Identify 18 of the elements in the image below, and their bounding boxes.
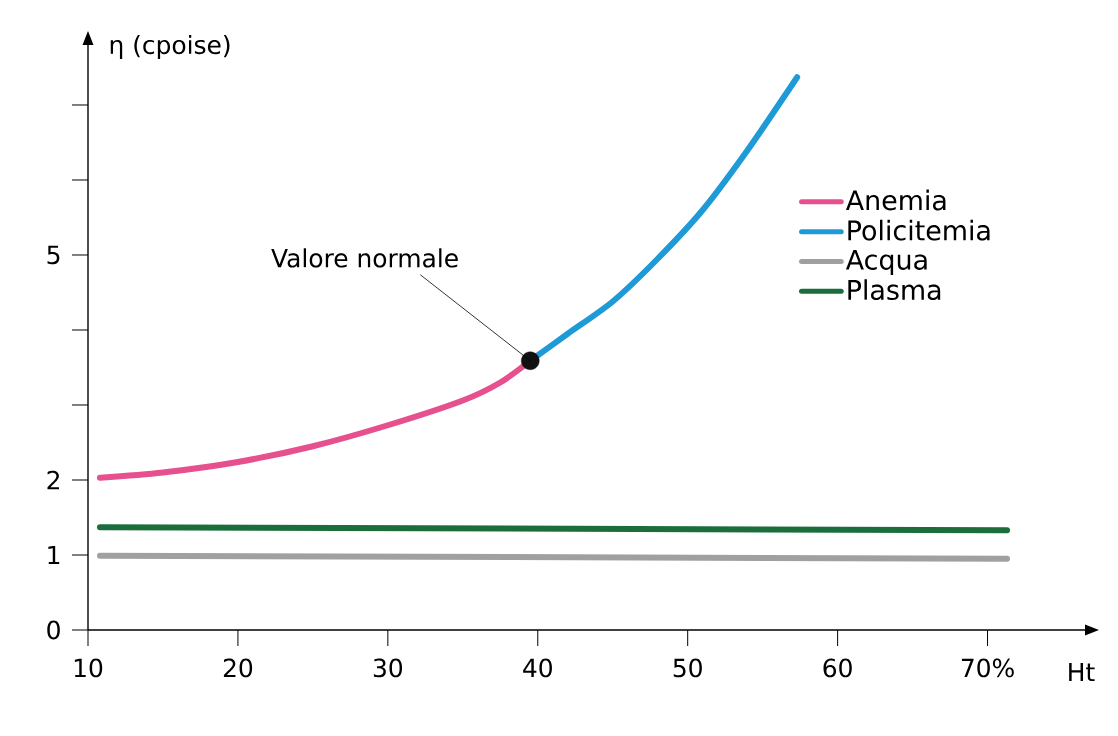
x-axis-title: Ht — [1069, 662, 1095, 682]
y-tick-label: 5 — [47, 245, 60, 265]
x-tick-label: 40 — [523, 658, 552, 678]
y-axis-title: η (cpoise) — [110, 34, 230, 60]
x-tick-label: 10 — [74, 658, 103, 678]
x-tick-label: 20 — [223, 658, 253, 678]
y-tick-label: 2 — [47, 470, 60, 490]
y-tick-label: 0 — [47, 620, 60, 640]
legend-label: Policitemia — [848, 219, 990, 241]
annotation: Valore normale — [271, 248, 458, 268]
legend-label: Acqua — [845, 249, 927, 276]
legend-label: Anemia — [845, 189, 946, 211]
legend-label: Plasma — [848, 279, 941, 301]
x-tick-label: 60 — [823, 658, 852, 678]
y-tick-label: 1 — [48, 545, 60, 565]
x-tick-label: 30 — [373, 658, 403, 678]
x-tick-label: 70% — [961, 658, 1014, 678]
x-tick-label: 50 — [673, 658, 702, 678]
